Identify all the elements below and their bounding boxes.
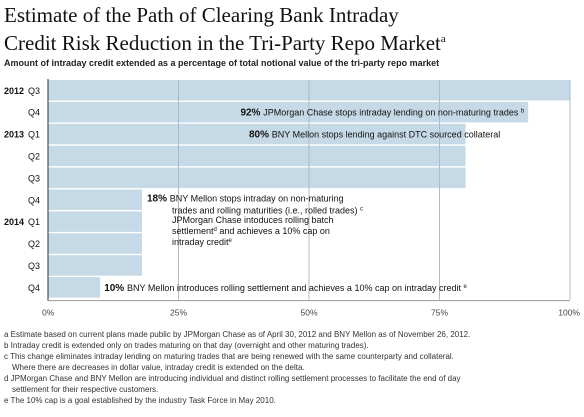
quarter-label-6: Q4 <box>28 195 40 205</box>
annotation-18-line-1: 18% BNY Mellon stops intraday on non-mat… <box>147 193 344 204</box>
bar-9 <box>48 255 142 276</box>
quarter-label-10: Q4 <box>28 283 40 293</box>
quarter-label-5: Q3 <box>28 173 40 183</box>
title-line-2-text: Credit Risk Reduction in the Tri-Party R… <box>4 31 441 55</box>
annotation-80: 80% BNY Mellon stops lending against DTC… <box>249 130 500 141</box>
x-tick-label-50: 50% <box>300 308 317 318</box>
quarter-label-3: Q1 <box>28 130 40 140</box>
quarter-label-7: Q1 <box>28 217 40 227</box>
x-tick-label-75: 75% <box>431 308 448 318</box>
bar-2 <box>48 101 529 123</box>
quarter-label-2: Q4 <box>28 108 40 118</box>
bar-7 <box>48 211 142 232</box>
footnote-a: a Estimate based on current plans made p… <box>4 330 471 339</box>
bar-10 <box>48 277 101 298</box>
annotation-jpm-line-2: settlementd and achieves a 10% cap on <box>172 226 330 236</box>
annotation-10: 10% BNY Mellon introduces rolling settle… <box>104 283 467 294</box>
quarter-label-8: Q2 <box>28 239 40 249</box>
footnote-c-cont: Where there are decreases in dollar valu… <box>12 363 305 372</box>
year-label-2012: 2012 <box>4 86 24 96</box>
title-line-1: Estimate of the Path of Clearing Bank In… <box>4 3 399 27</box>
title-footnote-marker: a <box>440 33 446 45</box>
quarter-label-1: Q3 <box>28 86 40 96</box>
annotation-92: 92% JPMorgan Chase stops intraday lendin… <box>240 108 524 119</box>
quarter-label-9: Q3 <box>28 261 40 271</box>
bar-5 <box>48 167 466 189</box>
footnotes: a Estimate based on current plans made p… <box>4 329 580 406</box>
bar-6 <box>48 189 142 210</box>
annotation-jpm-line-1: JPMorgan Chase intoduces rolling batch <box>172 215 334 225</box>
footnote-d: d JPMorgan Chase and BNY Mellon are intr… <box>4 374 461 383</box>
x-tick-label-25: 25% <box>170 308 187 318</box>
chart-subtitle: Amount of intraday credit extended as a … <box>4 58 440 68</box>
bar-8 <box>48 233 142 254</box>
footnote-e: e The 10% cap is a goal established by t… <box>4 396 276 405</box>
x-tick-label-100: 100% <box>558 308 580 318</box>
footnote-d-cont: settlement for their respective customer… <box>12 385 159 394</box>
footnote-c: c This change eliminates intraday lendin… <box>4 352 454 361</box>
x-tick-label-0: 0% <box>42 308 55 318</box>
annotation-jpm-line-3: intraday credite <box>172 237 233 247</box>
quarter-label-4: Q2 <box>28 151 40 161</box>
title-line-2: Credit Risk Reduction in the Tri-Party R… <box>4 27 564 55</box>
chart-title: Estimate of the Path of Clearing Bank In… <box>4 3 564 55</box>
year-label-2014: 2014 <box>4 217 24 227</box>
year-label-2013: 2013 <box>4 130 24 140</box>
bar-3 <box>48 123 466 145</box>
footnote-b: b Intraday credit is extended only on tr… <box>4 341 369 350</box>
annotation-18-line-2: trades and rolling maturities (i.e., rol… <box>172 205 363 215</box>
bar-chart: 2012 Q3 Q4 2013 Q1 Q2 Q3 Q4 2014 Q1 Q2 Q3 Q4 0% 25% 50%… <box>4 79 580 318</box>
bar-4 <box>48 145 466 167</box>
